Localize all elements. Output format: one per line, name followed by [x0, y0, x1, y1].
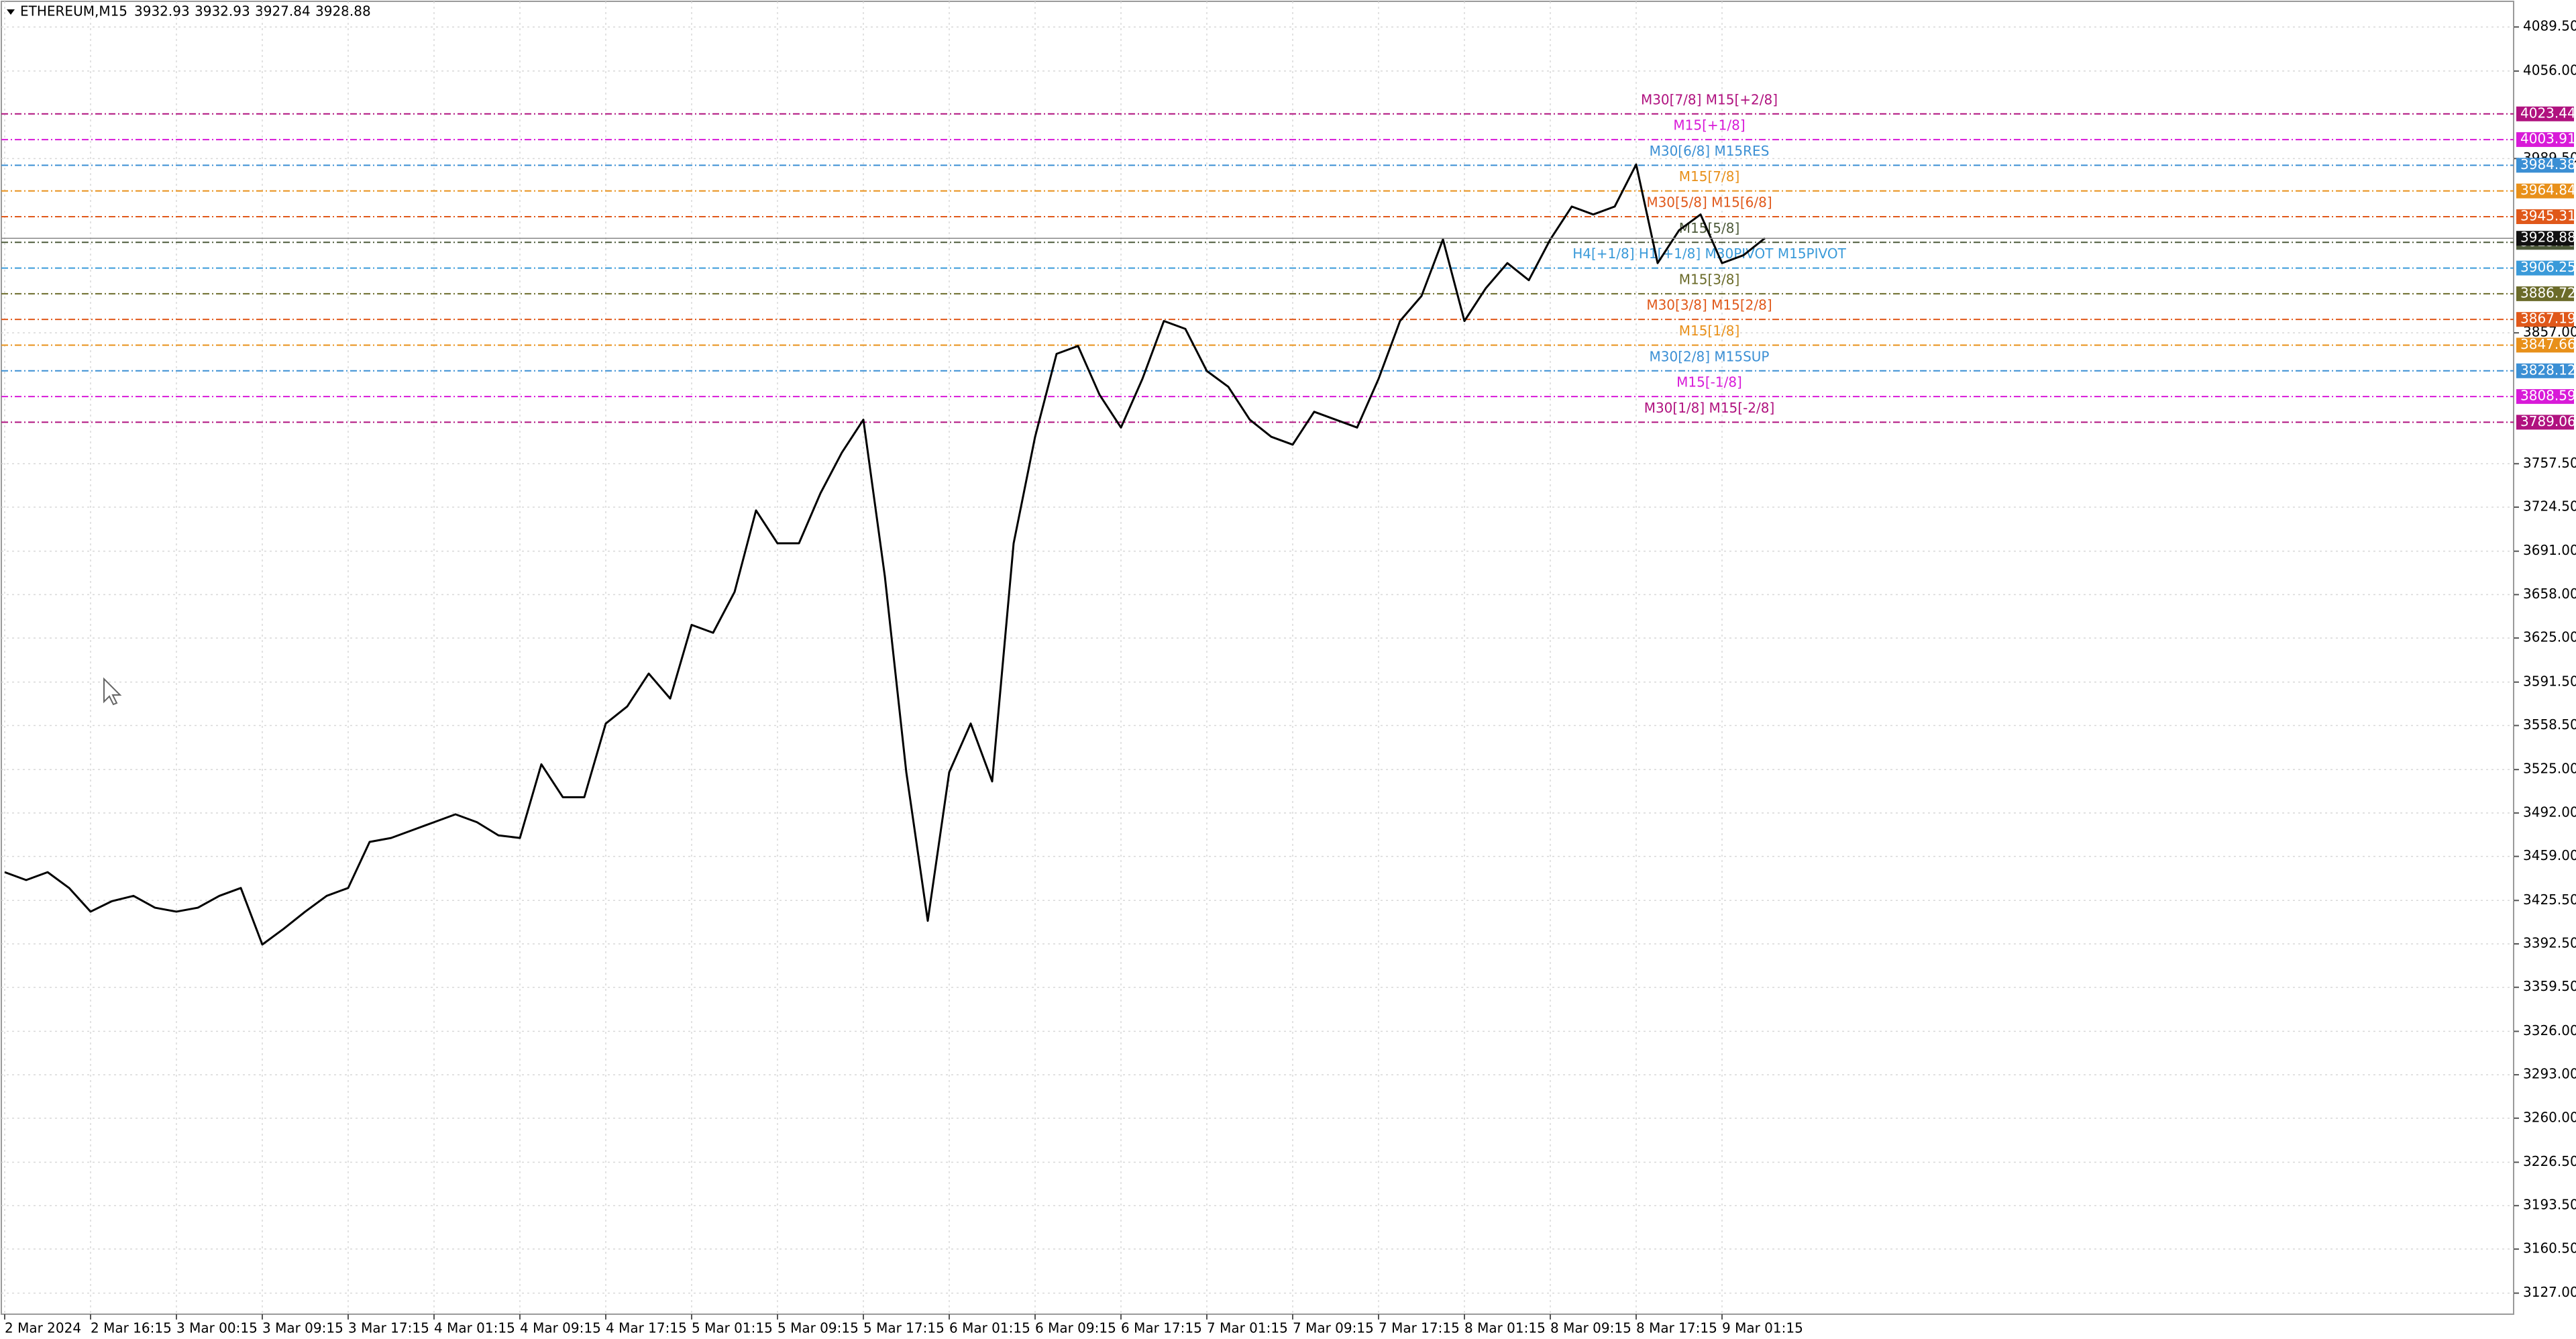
y-tick-label: 3658.00: [2523, 586, 2576, 602]
x-tick-label: 6 Mar 09:15: [1035, 1320, 1116, 1336]
y-tick-label: 3691.00: [2523, 542, 2576, 558]
mouse-cursor: [103, 677, 122, 706]
level-price: 3984.38: [2520, 156, 2576, 172]
x-tick-label: 5 Mar 09:15: [777, 1320, 859, 1336]
level-label: M30[7/8] M15[+2/8]: [1641, 91, 1778, 107]
y-tick-label: 3193.50: [2523, 1197, 2576, 1213]
x-tick-label: 6 Mar 17:15: [1121, 1320, 1202, 1336]
price-line: [4, 163, 1766, 946]
x-tick-label: 2 Mar 16:15: [91, 1320, 172, 1336]
x-tick-label: 2 Mar 2024: [5, 1320, 81, 1336]
level-price: 3828.12: [2520, 362, 2576, 378]
x-tick-label: 8 Mar 17:15: [1636, 1320, 1717, 1336]
level-price-box: [2516, 286, 2574, 301]
x-tick-label: 4 Mar 09:15: [520, 1320, 601, 1336]
level-price-box: [2516, 158, 2574, 173]
menu-arrow[interactable]: [7, 9, 15, 15]
y-tick-label: 3359.50: [2523, 978, 2576, 994]
level-label: M30[6/8] M15RES: [1650, 143, 1770, 159]
y-tick-label: 3724.50: [2523, 498, 2576, 514]
y-tick-label: 3293.00: [2523, 1066, 2576, 1082]
x-tick-label: 7 Mar 17:15: [1379, 1320, 1460, 1336]
level-price-box: [2516, 312, 2574, 327]
x-tick-label: 9 Mar 01:15: [1722, 1320, 1803, 1336]
level-price: 3886.72: [2520, 284, 2576, 301]
y-tick-label: 3757.50: [2523, 455, 2576, 471]
y-tick-label: 3525.00: [2523, 761, 2576, 777]
level-price: 3945.31: [2520, 207, 2576, 223]
y-tick-label: 3492.00: [2523, 804, 2576, 820]
y-tick-label: 3625.00: [2523, 629, 2576, 645]
y-tick-label: 3160.50: [2523, 1240, 2576, 1256]
x-tick-label: 7 Mar 01:15: [1207, 1320, 1288, 1336]
header-value: 3932.93: [134, 3, 190, 19]
x-tick-label: 5 Mar 01:15: [692, 1320, 773, 1336]
plot-frame: [1, 1, 2514, 1315]
y-tick-label: 3260.00: [2523, 1109, 2576, 1125]
x-tick-label: 6 Mar 01:15: [949, 1320, 1030, 1336]
level-price: 3964.84: [2520, 182, 2576, 198]
level-price: 3867.19: [2520, 311, 2576, 327]
level-label: H4[+1/8] H1[+1/8] M30PIVOT M15PIVOT: [1572, 246, 1846, 262]
level-price-box: [2516, 337, 2574, 353]
header-value: 3927.84: [255, 3, 311, 19]
level-label: M30[2/8] M15SUP: [1650, 348, 1770, 364]
x-tick-label: 3 Mar 09:15: [262, 1320, 343, 1336]
x-tick-label: 4 Mar 01:15: [434, 1320, 515, 1336]
level-price-box: [2516, 260, 2574, 276]
level-label: M15[+1/8]: [1673, 117, 1745, 133]
level-price-box: [2516, 183, 2574, 199]
y-tick-label: 3326.00: [2523, 1022, 2576, 1038]
x-tick-label: 7 Mar 09:15: [1293, 1320, 1374, 1336]
y-tick-label: 4089.50: [2523, 18, 2576, 34]
current-price-box: [2516, 231, 2574, 246]
y-tick-label: 3459.00: [2523, 847, 2576, 863]
level-price-box: [2516, 363, 2574, 378]
level-price: 3808.59: [2520, 388, 2576, 404]
x-tick-label: 3 Mar 00:15: [176, 1320, 258, 1336]
level-label: M30[1/8] M15[-2/8]: [1644, 400, 1775, 416]
level-label: M30[3/8] M15[2/8]: [1646, 297, 1772, 313]
level-label: M30[5/8] M15[6/8]: [1646, 194, 1772, 210]
level-price: 3906.25: [2520, 259, 2576, 275]
level-price-box: [2516, 132, 2574, 148]
level-price-box: [2516, 389, 2574, 405]
level-label: M15[7/8]: [1679, 168, 1740, 184]
level-price-box: [2516, 106, 2574, 121]
x-tick-label: 3 Mar 17:15: [348, 1320, 429, 1336]
level-price: 4003.91: [2520, 131, 2576, 147]
header-value: 3932.93: [195, 3, 250, 19]
level-label: M15[-1/8]: [1676, 374, 1742, 390]
x-tick-label: 8 Mar 01:15: [1464, 1320, 1546, 1336]
current-price: 3928.88: [2520, 229, 2576, 246]
y-tick-label: 3591.50: [2523, 673, 2576, 689]
x-tick-label: 8 Mar 09:15: [1550, 1320, 1631, 1336]
level-price: 4023.44: [2520, 105, 2576, 121]
level-price-box: [2516, 415, 2574, 430]
y-tick-label: 3558.50: [2523, 716, 2576, 733]
level-label: M15[3/8]: [1679, 271, 1740, 287]
level-price: 3847.66: [2520, 336, 2576, 352]
header-value: 3928.88: [315, 3, 371, 19]
y-tick-label: 4056.00: [2523, 62, 2576, 78]
level-price-box: [2516, 209, 2574, 224]
y-tick-label: 3226.50: [2523, 1153, 2576, 1169]
level-label: M15[1/8]: [1679, 323, 1740, 339]
y-tick-label: 3127.00: [2523, 1284, 2576, 1300]
x-tick-label: 5 Mar 17:15: [863, 1320, 945, 1336]
level-price: 3789.06: [2520, 413, 2576, 429]
symbol-title: ETHEREUM,M15: [20, 3, 127, 19]
y-tick-label: 3392.50: [2523, 935, 2576, 951]
x-tick-label: 4 Mar 17:15: [606, 1320, 687, 1336]
y-tick-label: 3425.50: [2523, 892, 2576, 908]
